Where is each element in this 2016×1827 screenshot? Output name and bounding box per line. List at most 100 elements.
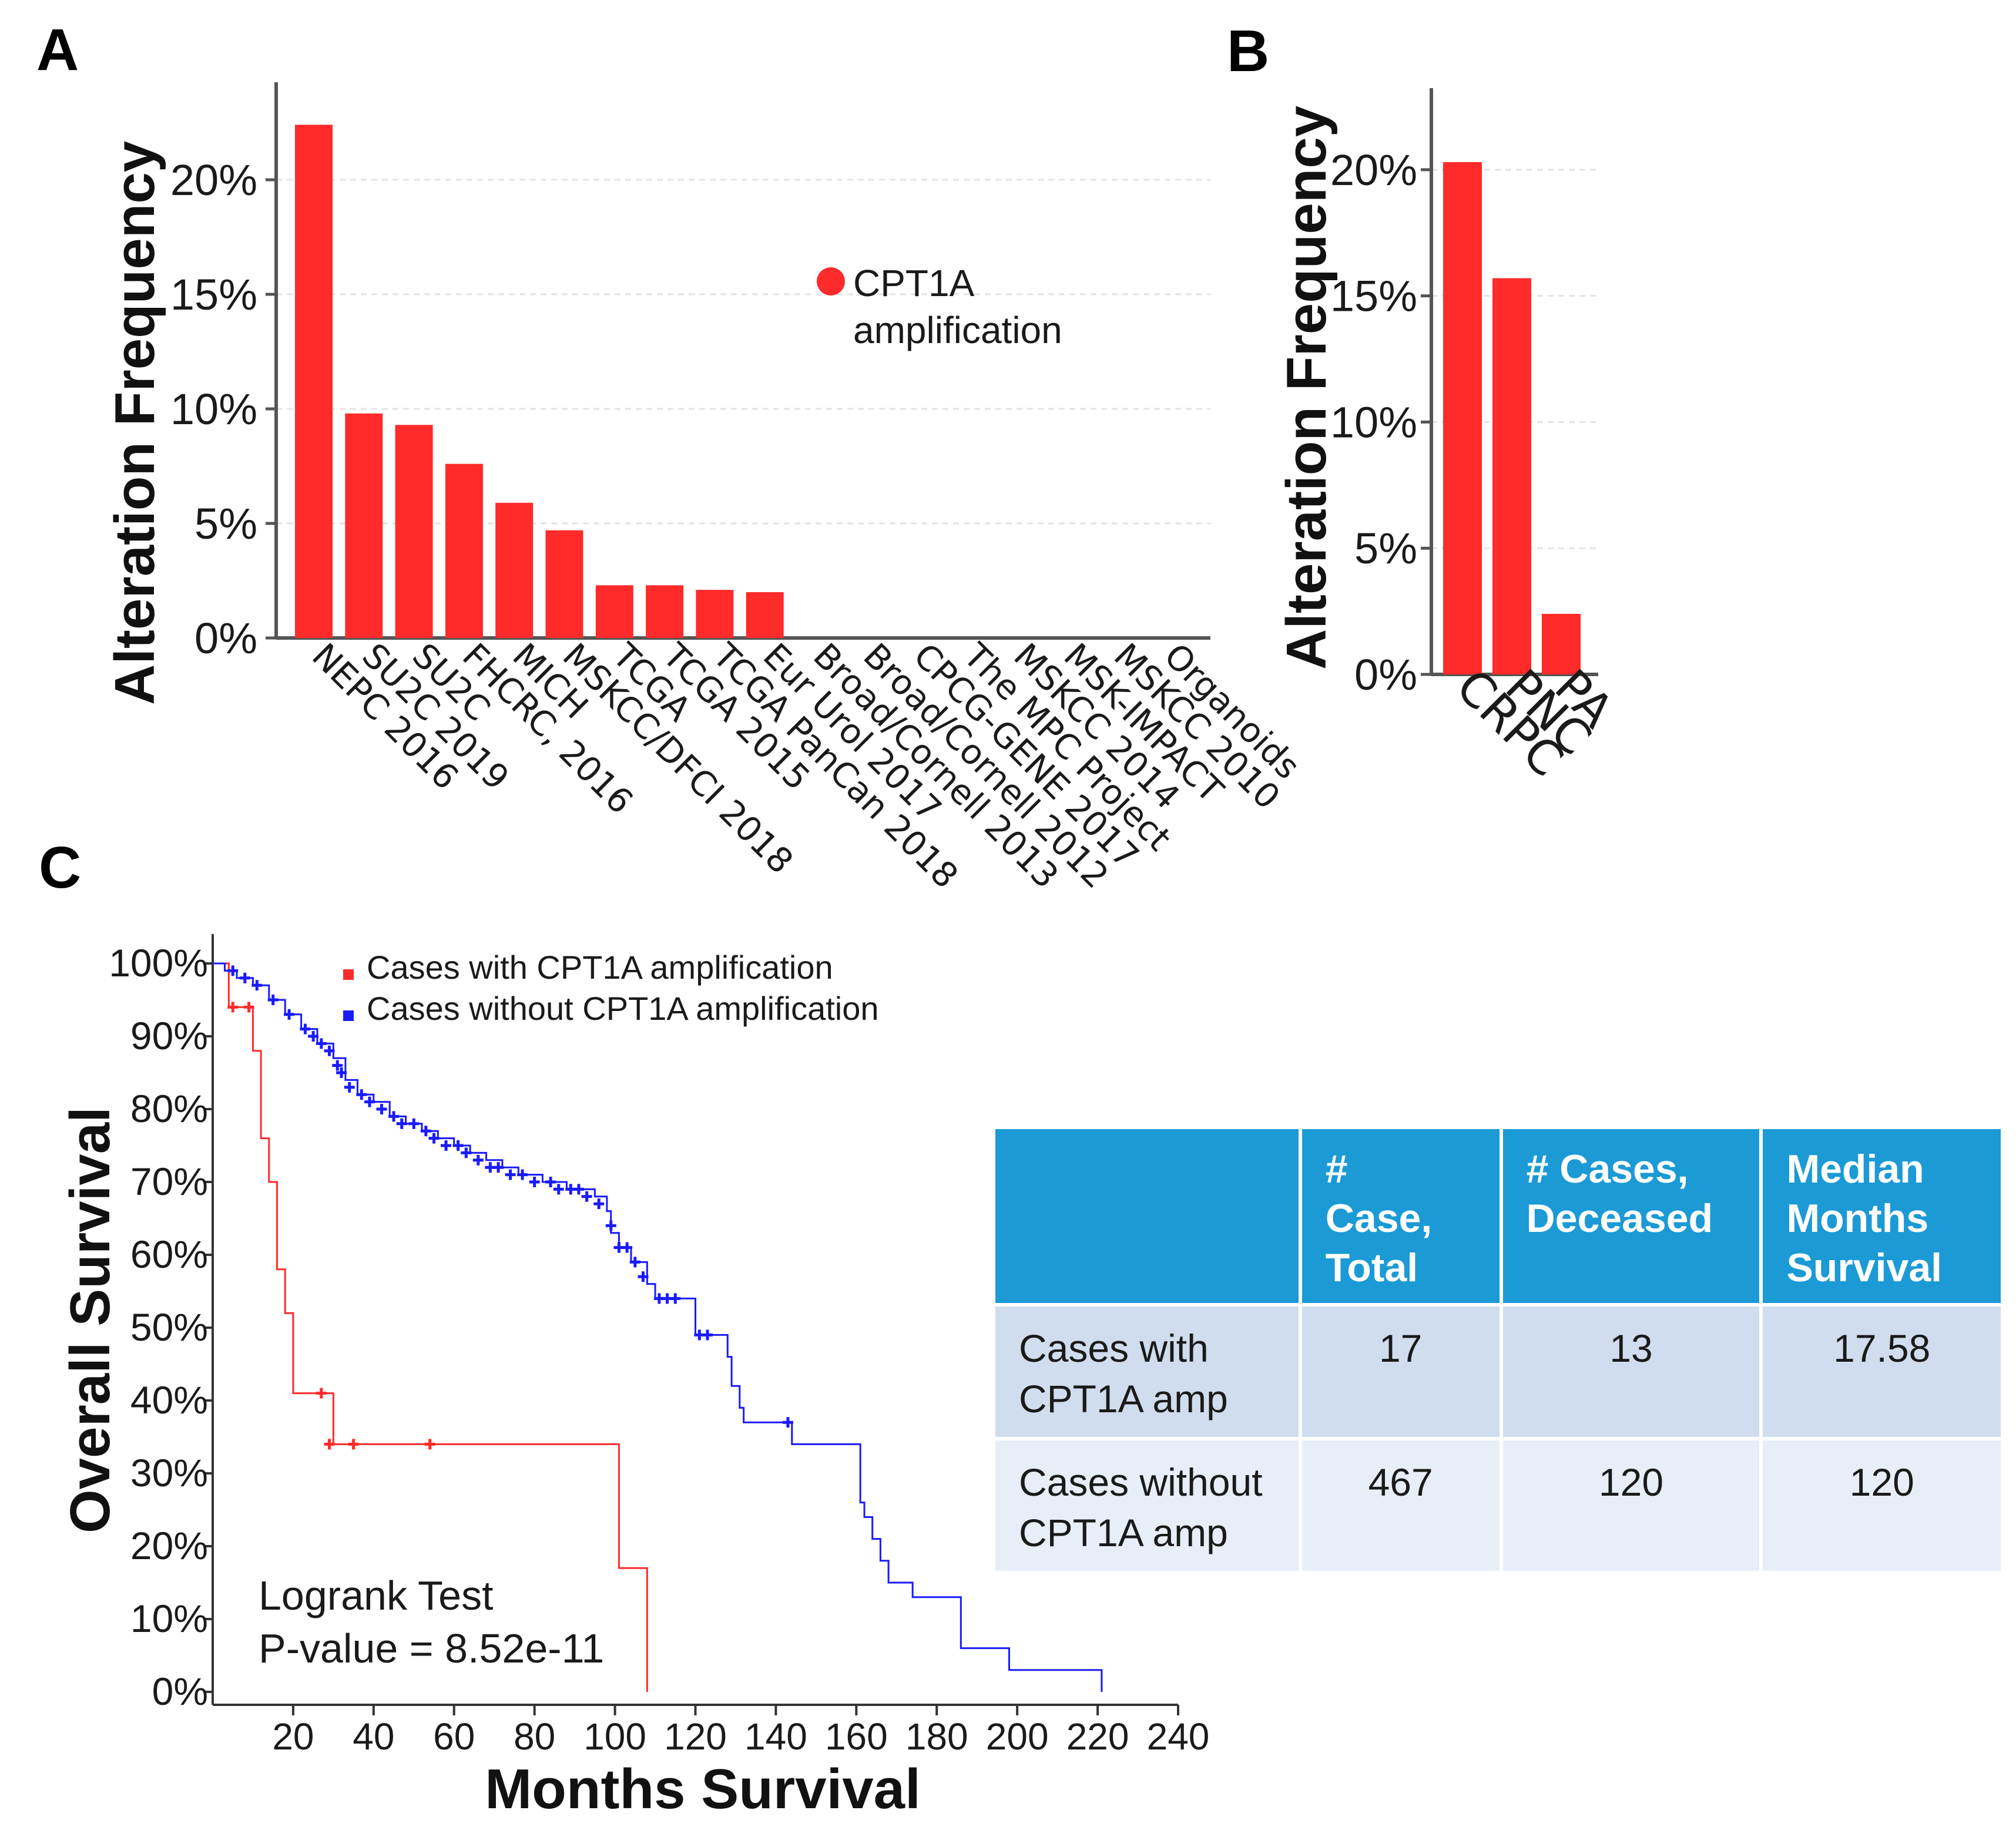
y-tick-label: 80% bbox=[130, 1087, 208, 1130]
censor-mark bbox=[441, 1140, 452, 1151]
y-tick-label: 10% bbox=[130, 1597, 208, 1640]
y-tick-label: 90% bbox=[130, 1014, 208, 1057]
censor-mark bbox=[243, 1002, 254, 1013]
panel-label-b: B bbox=[1227, 18, 1270, 84]
y-tick-label: 20% bbox=[130, 1524, 208, 1567]
x-tick-label: 100 bbox=[583, 1715, 646, 1758]
bar bbox=[545, 530, 583, 638]
y-axis-title: Alteration Frequency bbox=[1275, 106, 1338, 670]
y-tick-label: 30% bbox=[130, 1451, 208, 1494]
x-tick-label: 160 bbox=[825, 1715, 888, 1758]
censor-mark bbox=[472, 1154, 484, 1166]
x-tick-label: 20 bbox=[272, 1715, 314, 1758]
y-tick-label: 70% bbox=[130, 1160, 208, 1203]
table-header-blank bbox=[995, 1129, 1299, 1303]
y-tick-label: 0% bbox=[1354, 650, 1417, 699]
censor-mark bbox=[553, 1184, 564, 1195]
y-tick-label: 20% bbox=[1330, 146, 1417, 194]
censor-mark bbox=[364, 1096, 375, 1107]
censor-mark bbox=[505, 1169, 516, 1180]
row-label: Cases with CPT1A amp bbox=[995, 1303, 1299, 1437]
x-tick-label: 80 bbox=[514, 1715, 555, 1758]
censor-mark bbox=[239, 972, 250, 983]
panel-label-a: A bbox=[36, 17, 79, 83]
legend-label-noamp: Cases without CPT1A amplification bbox=[367, 990, 879, 1027]
y-tick-label: 0% bbox=[194, 614, 257, 663]
censor-mark bbox=[388, 1111, 400, 1122]
censor-mark bbox=[629, 1257, 640, 1268]
bar bbox=[696, 590, 734, 638]
censor-mark bbox=[396, 1118, 407, 1129]
bar bbox=[445, 464, 483, 638]
y-tick-label: 40% bbox=[130, 1378, 208, 1422]
censor-mark bbox=[424, 1439, 435, 1450]
y-tick-label: 50% bbox=[130, 1305, 208, 1349]
table-header-row: # Case, Total # Cases, Deceased Median M… bbox=[995, 1129, 2001, 1303]
y-tick-label: 0% bbox=[152, 1670, 208, 1713]
bar bbox=[1492, 278, 1531, 674]
censor-mark bbox=[529, 1177, 540, 1187]
y-tick-label: 20% bbox=[170, 156, 257, 204]
bar bbox=[345, 413, 383, 638]
bar bbox=[595, 585, 633, 638]
y-axis-title: Alteration Frequency bbox=[103, 141, 166, 705]
bar bbox=[395, 425, 433, 638]
censor-mark bbox=[420, 1126, 431, 1137]
censor-mark bbox=[348, 1439, 359, 1450]
legend-marker bbox=[817, 267, 845, 295]
row-median: 120 bbox=[1763, 1437, 2001, 1571]
y-tick-label: 5% bbox=[194, 499, 257, 548]
censor-mark bbox=[251, 980, 263, 991]
censor-mark bbox=[332, 1060, 343, 1071]
logrank-title: Logrank Test bbox=[259, 1573, 494, 1618]
censor-mark bbox=[670, 1293, 681, 1304]
y-tick-label: 15% bbox=[1330, 272, 1417, 321]
row-total: 467 bbox=[1301, 1437, 1500, 1571]
censor-mark bbox=[344, 1082, 355, 1093]
legend-label-amp: Cases with CPT1A amplification bbox=[367, 949, 833, 986]
y-tick-label: 15% bbox=[170, 270, 257, 319]
censor-mark bbox=[517, 1169, 528, 1180]
y-tick-label: 10% bbox=[1330, 398, 1417, 446]
censor-mark bbox=[702, 1329, 713, 1341]
x-tick-label: 200 bbox=[986, 1715, 1049, 1758]
row-label: Cases without CPT1A amp bbox=[995, 1437, 1299, 1571]
censor-mark bbox=[545, 1177, 556, 1187]
row-deceased: 13 bbox=[1502, 1303, 1760, 1437]
censor-mark bbox=[461, 1147, 472, 1158]
y-tick-label: 100% bbox=[109, 941, 208, 985]
censor-mark bbox=[316, 1388, 327, 1399]
bar bbox=[646, 585, 684, 638]
y-tick-label: 60% bbox=[130, 1232, 208, 1276]
table-row: Cases with CPT1A amp 17 13 17.58 bbox=[995, 1303, 2001, 1437]
x-tick-label: 180 bbox=[905, 1715, 968, 1758]
table-row: Cases without CPT1A amp 467 120 120 bbox=[995, 1437, 2001, 1571]
survival-stats-table: # Case, Total # Cases, Deceased Median M… bbox=[992, 1129, 2004, 1571]
logrank-pvalue: P-value = 8.52e-11 bbox=[259, 1626, 604, 1671]
x-tick-label: 120 bbox=[664, 1715, 727, 1758]
row-total: 17 bbox=[1301, 1303, 1500, 1437]
censor-mark bbox=[493, 1162, 504, 1173]
censor-mark bbox=[316, 1038, 327, 1049]
x-tick-label: 240 bbox=[1147, 1715, 1210, 1758]
censor-mark bbox=[376, 1104, 387, 1114]
legend-label-line2: amplification bbox=[853, 309, 1062, 351]
censor-mark bbox=[638, 1271, 649, 1282]
x-axis-title: Months Survival bbox=[485, 1758, 920, 1821]
censor-mark bbox=[308, 1031, 319, 1042]
legend-swatch-noamp bbox=[343, 1010, 354, 1021]
censor-mark bbox=[782, 1417, 793, 1428]
censor-mark bbox=[408, 1118, 420, 1129]
x-tick-label: 140 bbox=[744, 1715, 807, 1758]
survival-curve-amp bbox=[213, 962, 648, 1692]
table-header-total: # Case, Total bbox=[1301, 1129, 1500, 1303]
bar bbox=[746, 592, 784, 638]
censor-mark bbox=[324, 1045, 335, 1056]
censor-mark bbox=[573, 1184, 584, 1195]
censor-mark bbox=[428, 1133, 440, 1144]
censor-mark bbox=[300, 1023, 311, 1035]
row-deceased: 120 bbox=[1502, 1437, 1760, 1571]
x-tick-label: 40 bbox=[353, 1715, 394, 1758]
